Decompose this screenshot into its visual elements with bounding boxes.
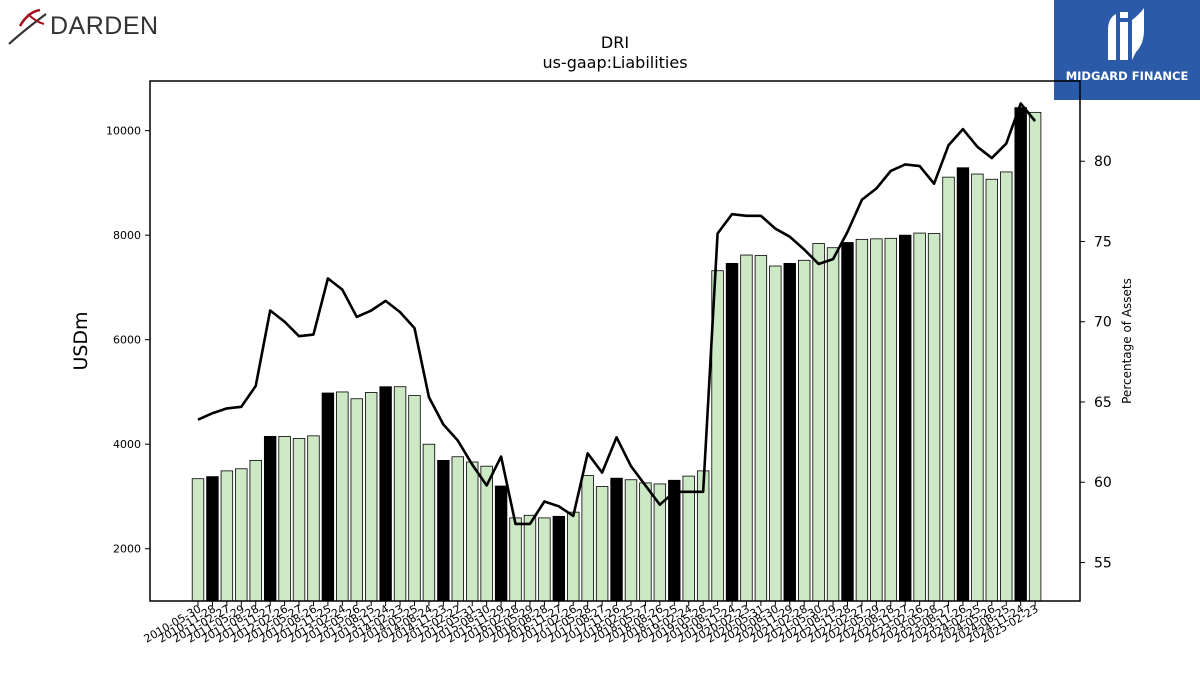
y2-tick-label: 60 xyxy=(1094,475,1112,491)
bar xyxy=(884,237,897,602)
bar xyxy=(1028,111,1042,602)
bar xyxy=(364,392,378,602)
x-axis: 2010-05-302010-11-282011-02-272011-05-29… xyxy=(142,601,1041,646)
plot-frame xyxy=(149,80,1081,602)
y-tick-label: 4000 xyxy=(113,438,141,451)
y-axis-label: USDm xyxy=(70,311,92,370)
y-tick-label: 6000 xyxy=(113,334,141,347)
bar xyxy=(437,460,450,602)
midgard-finance-logo: MIDGARD FINANCE xyxy=(1054,0,1200,100)
y2-tick-label: 55 xyxy=(1094,555,1112,571)
bar xyxy=(1014,107,1027,602)
pct-line-series xyxy=(197,102,1037,526)
bar xyxy=(422,443,436,602)
bar xyxy=(610,477,623,602)
bar xyxy=(639,482,652,602)
bar xyxy=(956,167,970,602)
bar xyxy=(206,476,219,602)
bar xyxy=(783,262,796,602)
bar xyxy=(350,398,363,602)
bar xyxy=(451,456,464,602)
bar xyxy=(307,435,320,602)
y2-tick-label: 65 xyxy=(1094,395,1112,411)
bar xyxy=(826,247,840,602)
y2-tick-label: 70 xyxy=(1094,315,1112,331)
bar xyxy=(841,242,854,602)
bar xyxy=(249,460,262,602)
bar xyxy=(797,259,811,602)
bar xyxy=(581,475,594,602)
bar xyxy=(624,479,638,602)
bar xyxy=(336,391,349,602)
bar xyxy=(668,479,681,602)
bar xyxy=(725,262,739,602)
y-tick-label: 2000 xyxy=(113,543,141,556)
bar xyxy=(567,511,580,602)
bar xyxy=(523,514,537,602)
y-tick-label: 10000 xyxy=(106,125,141,138)
y2-tick-label: 75 xyxy=(1094,234,1112,250)
bar xyxy=(220,470,234,602)
y2-tick-label: 80 xyxy=(1094,154,1112,170)
bar xyxy=(682,475,695,602)
bar xyxy=(855,238,869,602)
bar xyxy=(538,517,551,602)
darden-logo: DARDEN xyxy=(6,6,159,46)
bar xyxy=(754,255,768,602)
chart-subtitle: us-gaap:Liabilities xyxy=(542,53,687,72)
bar xyxy=(985,178,999,602)
darden-swoosh-icon xyxy=(8,8,47,45)
midgard-emblem-icon xyxy=(1108,8,1144,60)
bar xyxy=(870,238,883,602)
bar xyxy=(278,435,291,602)
bar xyxy=(393,386,407,602)
bar xyxy=(740,254,753,602)
chart-title: DRI xyxy=(601,33,629,52)
bar xyxy=(466,461,479,602)
bar xyxy=(595,486,609,602)
y2-axis-label: Percentage of Assets xyxy=(1120,278,1134,404)
bar xyxy=(927,233,941,602)
y-axis-right: 55 60 65 70 75 80 xyxy=(1080,154,1112,571)
bar xyxy=(379,386,392,602)
bar xyxy=(321,392,335,602)
bar xyxy=(1000,171,1013,602)
bar xyxy=(971,173,984,602)
y-tick-label: 8000 xyxy=(113,229,141,242)
bar xyxy=(509,517,522,602)
bar xyxy=(235,468,248,602)
bar xyxy=(408,395,421,602)
bar xyxy=(812,243,825,602)
bar xyxy=(494,485,508,602)
bar xyxy=(942,176,955,602)
bar xyxy=(263,435,277,602)
bar xyxy=(191,478,205,602)
pct-of-assets-line xyxy=(197,102,1037,526)
bar-series xyxy=(191,107,1042,602)
bar xyxy=(769,265,782,602)
bar xyxy=(292,438,306,602)
bar xyxy=(913,232,926,602)
midgard-logo-text: MIDGARD FINANCE xyxy=(1065,69,1189,83)
bar xyxy=(552,515,566,602)
bar xyxy=(899,234,912,602)
darden-logo-text: DARDEN xyxy=(50,11,159,40)
y-axis-left: 2000 4000 6000 8000 10000 xyxy=(106,125,150,556)
